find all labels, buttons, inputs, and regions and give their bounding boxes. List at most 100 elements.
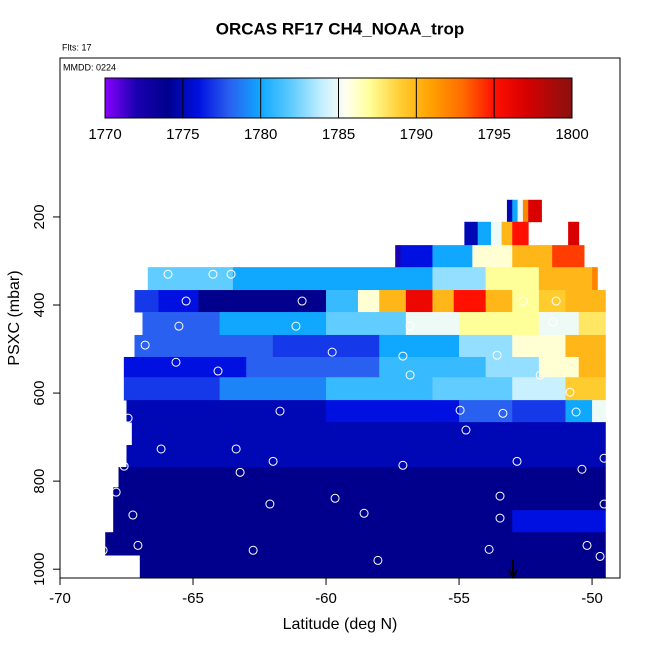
heat-cell bbox=[568, 221, 580, 246]
flights-note: Flts: 17 bbox=[62, 42, 92, 52]
x-tick-label: -55 bbox=[448, 590, 470, 607]
heat-cell bbox=[432, 245, 473, 268]
heat-cell bbox=[485, 290, 513, 313]
heat-cell bbox=[272, 334, 380, 358]
heat-cell bbox=[326, 400, 460, 423]
heat-cell bbox=[219, 312, 327, 336]
obs-point bbox=[398, 460, 408, 470]
obs-point bbox=[123, 413, 133, 423]
obs-point bbox=[111, 487, 121, 497]
heat-cell bbox=[578, 312, 606, 336]
heat-cell bbox=[512, 334, 566, 358]
plot-frame bbox=[59, 57, 621, 579]
heat-cell bbox=[517, 199, 524, 223]
obs-point bbox=[163, 269, 173, 279]
heat-cell bbox=[326, 290, 359, 313]
obs-point bbox=[599, 453, 609, 463]
obs-point bbox=[359, 508, 369, 518]
heat-cell bbox=[134, 290, 159, 313]
x-axis-label: Latitude (deg N) bbox=[283, 616, 398, 633]
heat-cell bbox=[538, 312, 580, 336]
y-tick-label: 1000 bbox=[31, 553, 48, 586]
obs-point bbox=[492, 350, 502, 360]
heat-cell bbox=[592, 267, 598, 291]
obs-point bbox=[548, 317, 558, 327]
heat-cell bbox=[512, 221, 529, 246]
obs-point bbox=[599, 499, 609, 509]
heat-cell bbox=[379, 290, 407, 313]
obs-point bbox=[405, 370, 415, 380]
obs-point bbox=[405, 321, 415, 331]
obs-point bbox=[119, 461, 129, 471]
obs-point bbox=[235, 467, 245, 477]
marker-arrow bbox=[508, 560, 518, 580]
y-tick-label: 600 bbox=[31, 381, 48, 406]
heat-cell bbox=[198, 290, 327, 313]
heatmap bbox=[105, 199, 606, 579]
obs-point bbox=[498, 408, 508, 418]
heat-cell bbox=[142, 312, 221, 336]
heat-cell bbox=[123, 377, 221, 401]
obs-point bbox=[181, 296, 191, 306]
heat-cell bbox=[592, 400, 606, 423]
heat-cell bbox=[123, 356, 247, 378]
obs-point bbox=[577, 464, 587, 474]
obs-point bbox=[128, 510, 138, 520]
date-note: MMDD: 0224 bbox=[63, 62, 116, 72]
obs-point bbox=[330, 493, 340, 503]
x-tick-label: -70 bbox=[49, 590, 71, 607]
heat-cell bbox=[113, 487, 606, 511]
obs-point bbox=[297, 296, 307, 306]
chart-title: ORCAS RF17 CH4_NOAA_trop bbox=[216, 19, 464, 38]
heat-cell bbox=[506, 199, 513, 223]
observations bbox=[98, 210, 609, 565]
heat-cell bbox=[501, 221, 513, 246]
obs-point bbox=[213, 366, 223, 376]
obs-point bbox=[291, 321, 301, 331]
obs-point bbox=[495, 513, 505, 523]
heat-cell bbox=[126, 445, 606, 468]
obs-point bbox=[133, 540, 143, 550]
heat-cell bbox=[512, 510, 606, 533]
obs-point bbox=[226, 269, 236, 279]
obs-point bbox=[140, 340, 150, 350]
heat-cell bbox=[432, 290, 455, 313]
obs-point bbox=[535, 370, 545, 380]
obs-point bbox=[327, 347, 337, 357]
heat-cell bbox=[552, 245, 585, 268]
heat-cell bbox=[477, 221, 492, 246]
heat-cell bbox=[118, 467, 606, 488]
heat-cell bbox=[512, 290, 540, 313]
obs-point bbox=[582, 540, 592, 550]
obs-point bbox=[231, 444, 241, 454]
heat-cell bbox=[400, 245, 433, 268]
obs-point bbox=[275, 406, 285, 416]
heat-cell bbox=[326, 312, 407, 336]
obs-point bbox=[565, 387, 575, 397]
colorbar-tick-label: 1780 bbox=[244, 126, 277, 143]
heat-cell bbox=[126, 400, 327, 423]
obs-point bbox=[268, 456, 278, 466]
obs-point bbox=[571, 407, 581, 417]
heat-cell bbox=[453, 290, 487, 313]
heat-cell bbox=[219, 377, 327, 401]
heat-cell bbox=[147, 267, 234, 291]
heat-cell bbox=[405, 312, 460, 336]
heat-cell bbox=[512, 245, 553, 268]
colorbar-tick-label: 1790 bbox=[400, 126, 433, 143]
obs-point bbox=[495, 491, 505, 501]
heat-cell bbox=[490, 221, 503, 246]
obs-point bbox=[171, 357, 181, 367]
obs-point bbox=[551, 296, 561, 306]
obs-point bbox=[595, 551, 605, 561]
heat-cell bbox=[379, 356, 487, 378]
heat-cell bbox=[538, 356, 580, 378]
obs-point bbox=[570, 210, 580, 220]
heat-cell bbox=[578, 356, 606, 378]
heat-cell bbox=[565, 334, 606, 358]
obs-point bbox=[265, 499, 275, 509]
obs-point bbox=[174, 321, 184, 331]
heat-cell bbox=[472, 245, 513, 268]
heat-cell bbox=[485, 267, 540, 291]
heat-cell bbox=[139, 555, 606, 579]
